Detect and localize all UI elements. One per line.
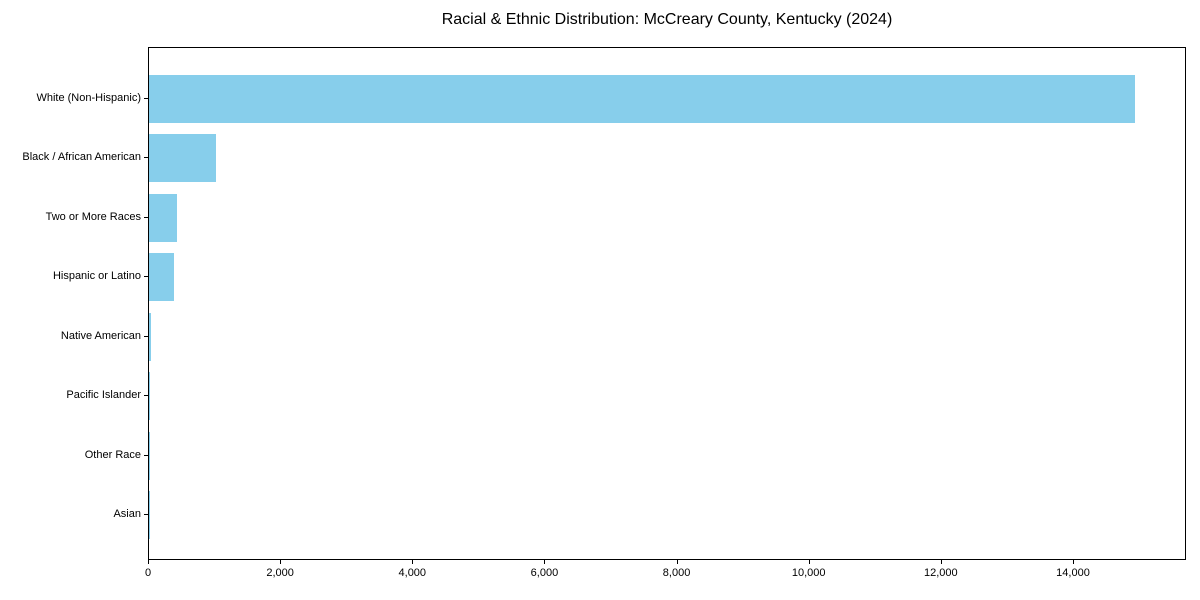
bar	[149, 312, 151, 361]
x-tick-mark	[1073, 560, 1074, 564]
x-tick-mark	[676, 560, 678, 564]
x-tick-mark	[940, 560, 942, 564]
bar	[149, 372, 150, 421]
x-tick-label: 12,000	[924, 567, 958, 579]
y-tick-mark	[144, 335, 148, 337]
x-tick-label: 10,000	[791, 567, 826, 579]
x-tick-mark	[148, 560, 149, 564]
bar	[149, 193, 178, 242]
plot-area	[148, 47, 1186, 560]
category-label: Asian	[113, 508, 141, 520]
x-tick-label: 2,000	[266, 567, 294, 579]
x-tick-label: 8,000	[662, 567, 691, 579]
x-tick-label: 6,000	[530, 567, 559, 579]
x-tick-mark	[808, 560, 810, 564]
x-tick-mark	[412, 560, 414, 564]
x-tick-mark	[280, 560, 282, 564]
y-tick-mark	[144, 216, 148, 218]
category-label: Native American	[60, 329, 141, 342]
x-tick-label: 14,000	[1056, 567, 1090, 579]
chart-title: Racial & Ethnic Distribution: McCreary C…	[441, 11, 893, 28]
x-tick-label: 0	[144, 567, 152, 579]
category-label: Hispanic or Latino	[52, 270, 141, 283]
category-label: Black / African American	[22, 151, 141, 164]
bar	[149, 253, 175, 302]
category-label: Pacific Islander	[66, 389, 141, 402]
bar	[149, 134, 217, 183]
y-tick-mark	[144, 98, 148, 99]
y-tick-mark	[144, 395, 148, 397]
y-tick-mark	[144, 157, 148, 159]
category-label: Other Race	[84, 448, 141, 461]
x-tick-mark	[544, 560, 546, 564]
bar	[149, 431, 150, 480]
bar	[149, 75, 1136, 123]
x-tick-label: 4,000	[398, 567, 427, 579]
y-tick-mark	[144, 276, 148, 278]
category-label: White (Non-Hispanic)	[36, 92, 141, 104]
y-tick-mark	[144, 514, 148, 515]
y-tick-mark	[144, 454, 148, 456]
category-label: Two or More Races	[45, 210, 141, 223]
